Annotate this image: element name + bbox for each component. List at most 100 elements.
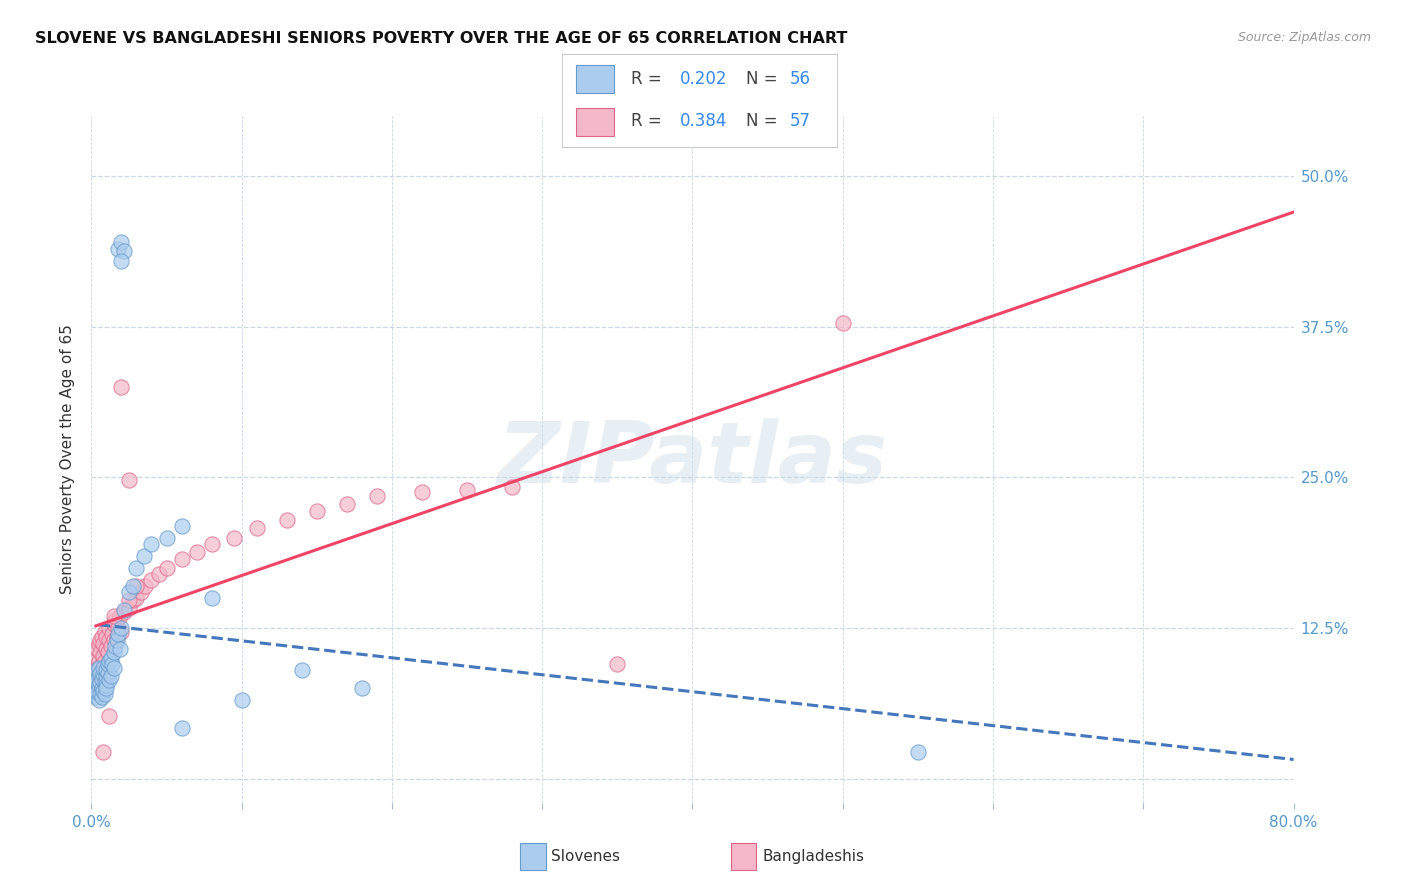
Point <box>155 531 177 545</box>
Bar <box>576 65 614 93</box>
Point <box>96 641 118 656</box>
Point <box>86 641 108 656</box>
Bar <box>576 108 614 136</box>
Point <box>87 654 110 668</box>
Point <box>97 665 120 680</box>
Point <box>122 593 145 607</box>
Point <box>94 624 117 639</box>
Point <box>93 666 115 681</box>
Point <box>103 617 125 632</box>
Point <box>86 663 108 677</box>
Point <box>94 654 117 668</box>
Point <box>110 253 132 268</box>
Text: SLOVENE VS BANGLADESHI SENIORS POVERTY OVER THE AGE OF 65 CORRELATION CHART: SLOVENE VS BANGLADESHI SENIORS POVERTY O… <box>35 31 848 46</box>
Point <box>101 657 124 672</box>
Point <box>90 690 112 704</box>
Point <box>87 669 110 683</box>
Point <box>107 621 129 635</box>
Point <box>107 627 129 641</box>
Point <box>98 654 121 668</box>
Point <box>89 645 111 659</box>
Point <box>87 678 110 692</box>
Text: Bangladeshis: Bangladeshis <box>762 849 865 863</box>
Point <box>155 561 177 575</box>
Point <box>606 657 628 672</box>
Point <box>86 685 108 699</box>
Point <box>103 609 125 624</box>
Point <box>125 591 148 605</box>
Point <box>87 693 110 707</box>
Point <box>129 585 152 599</box>
Point <box>305 504 328 518</box>
Point <box>132 549 155 563</box>
Point <box>98 709 121 723</box>
Point <box>336 497 359 511</box>
Point <box>118 593 141 607</box>
Point <box>224 531 246 545</box>
Point <box>108 641 131 656</box>
Text: R =: R = <box>631 112 666 130</box>
Point <box>350 681 373 696</box>
Text: Slovenes: Slovenes <box>551 849 620 863</box>
Point <box>170 518 193 533</box>
Point <box>118 473 141 487</box>
Point <box>501 480 523 494</box>
Point <box>201 591 224 605</box>
Text: ZIPatlas: ZIPatlas <box>498 417 887 501</box>
Point <box>134 579 156 593</box>
Point <box>100 669 122 683</box>
Text: Source: ZipAtlas.com: Source: ZipAtlas.com <box>1237 31 1371 45</box>
Point <box>276 513 298 527</box>
Point <box>96 630 118 644</box>
Point <box>103 661 125 675</box>
Point <box>125 561 148 575</box>
Point <box>118 585 141 599</box>
Point <box>114 606 136 620</box>
Point <box>96 681 118 696</box>
Point <box>170 552 193 566</box>
Point <box>122 579 145 593</box>
Point <box>90 672 112 686</box>
Point <box>93 745 115 759</box>
Point <box>141 573 163 587</box>
Point <box>291 663 314 677</box>
Point <box>148 566 170 581</box>
Point <box>907 745 929 759</box>
Point <box>89 633 111 648</box>
Text: 0.384: 0.384 <box>681 112 728 130</box>
Point <box>100 639 122 653</box>
Point <box>170 721 193 735</box>
Point <box>107 242 129 256</box>
Point <box>411 484 433 499</box>
Point <box>93 648 115 663</box>
Point <box>89 687 111 701</box>
Y-axis label: Seniors Poverty Over the Age of 65: Seniors Poverty Over the Age of 65 <box>60 325 76 594</box>
Point <box>104 639 127 653</box>
Point <box>90 681 112 696</box>
Point <box>103 645 125 659</box>
Point <box>105 630 128 644</box>
Point <box>89 665 111 680</box>
Text: 56: 56 <box>790 70 811 87</box>
Point <box>98 633 121 648</box>
Point <box>94 687 117 701</box>
Point <box>246 521 269 535</box>
Point <box>87 661 110 675</box>
Point <box>98 621 121 635</box>
Point <box>104 613 127 627</box>
Point <box>114 603 136 617</box>
Point <box>366 489 388 503</box>
Point <box>96 663 118 677</box>
Point <box>90 630 112 644</box>
Point <box>141 537 163 551</box>
Point <box>97 657 120 672</box>
Point <box>93 637 115 651</box>
Point <box>84 690 107 704</box>
Point <box>118 600 141 615</box>
Point <box>101 627 124 641</box>
Point <box>201 537 224 551</box>
Point <box>84 651 107 665</box>
Point <box>110 380 132 394</box>
Point <box>98 673 121 687</box>
Point <box>114 244 136 258</box>
